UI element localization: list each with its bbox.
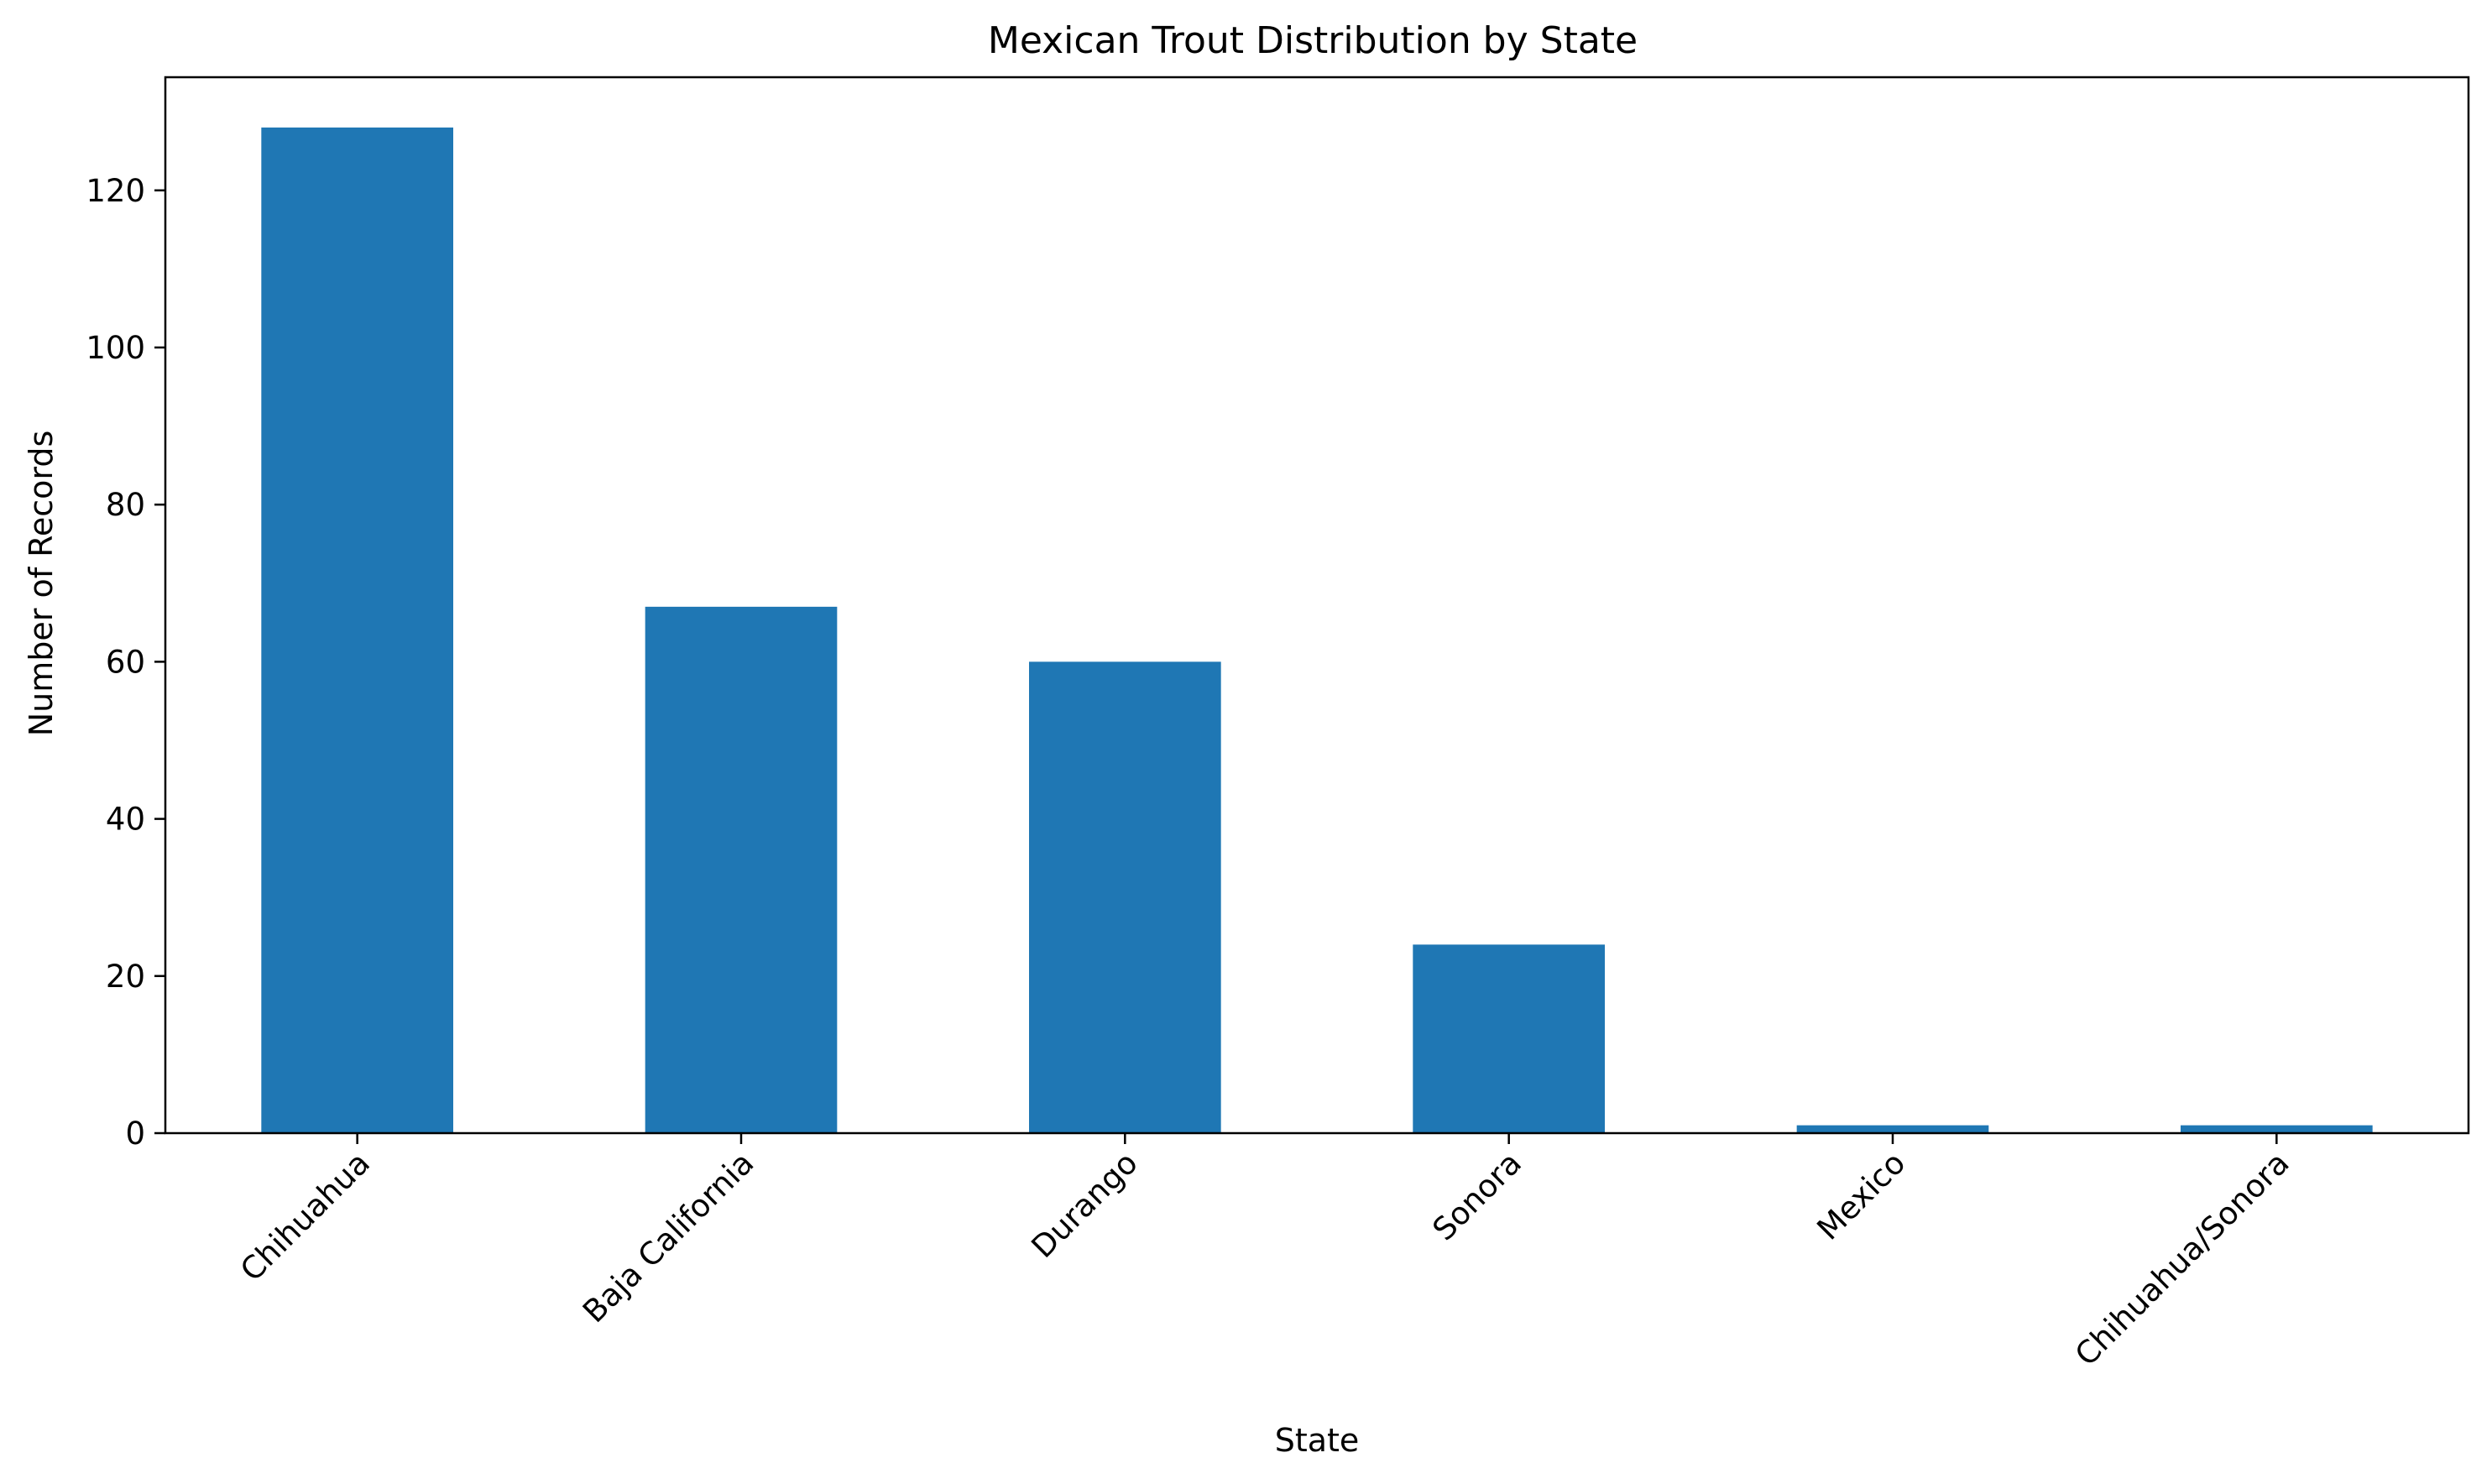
y-tick-label: 80: [106, 487, 145, 523]
y-tick-label: 120: [86, 173, 145, 209]
y-tick-label: 60: [106, 644, 145, 680]
plot-frame: [164, 76, 2470, 1135]
y-tick-label: 0: [125, 1116, 145, 1152]
chart-title: Mexican Trout Distribution by State: [988, 19, 1638, 62]
bar-mexico: [1796, 1125, 1989, 1133]
bars-group: [261, 127, 2373, 1133]
y-tick-label: 100: [86, 330, 145, 366]
y-tick-label: 20: [106, 959, 145, 995]
bar-chihuahua: [261, 127, 453, 1133]
y-tick-label: 40: [106, 802, 145, 838]
bar-sonora: [1413, 944, 1605, 1133]
bar-chihuahua-sonora: [2181, 1125, 2373, 1133]
x-axis-label: State: [1275, 1422, 1360, 1459]
bar-durango: [1029, 661, 1221, 1133]
y-axis-ticks: 0 20 40 60 80 100 120: [86, 173, 165, 1152]
y-axis-label: Number of Records: [23, 431, 60, 737]
bar-baja-california: [645, 606, 838, 1133]
